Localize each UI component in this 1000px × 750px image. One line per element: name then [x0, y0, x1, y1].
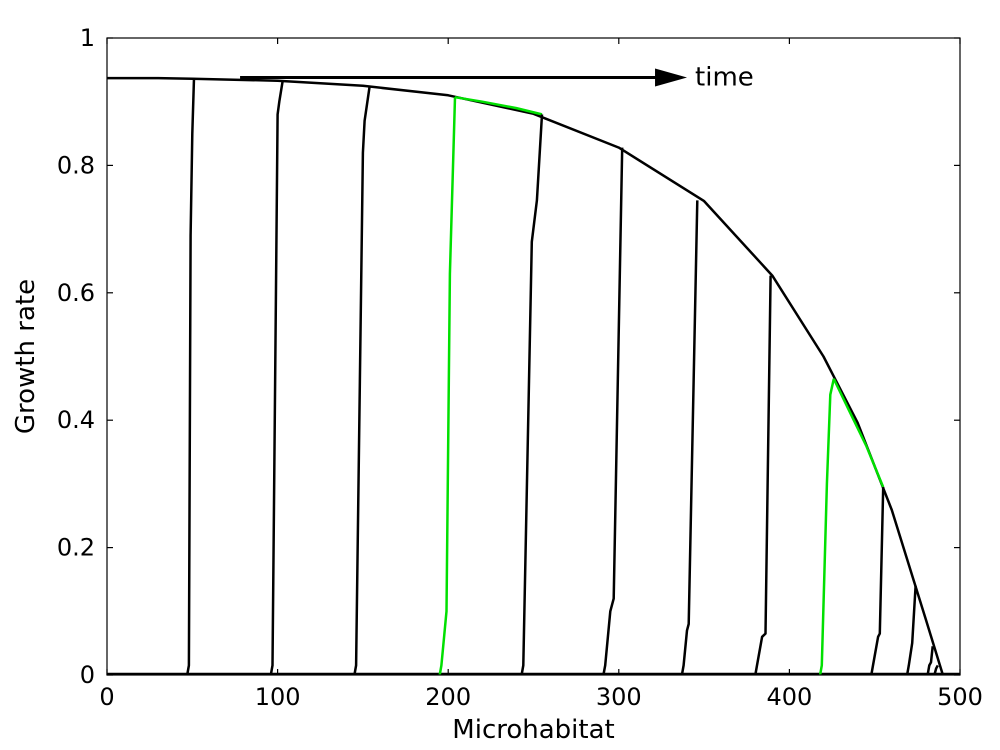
time-annotation: time: [240, 62, 754, 92]
series-line-6: [602, 147, 624, 676]
series-line-2: [269, 80, 284, 676]
time-arrow-head-icon: [655, 68, 688, 87]
series-line-13: [933, 664, 939, 676]
x-tick-label-300: 300: [596, 683, 642, 711]
series-line-8: [754, 275, 772, 676]
x-tick-label-400: 400: [766, 683, 812, 711]
y-tick-label-0.6: 0.6: [57, 279, 95, 307]
y-tick-label-0.8: 0.8: [57, 151, 95, 179]
series-line-4: [438, 97, 457, 676]
series-line-5: [520, 114, 544, 676]
y-tick-label-0.2: 0.2: [57, 534, 95, 562]
x-axis-label: Microhabitat: [452, 715, 614, 745]
tick-labels: 0 100 200 300 400 500 0 0.2 0.4 0.6 0.8 1: [57, 24, 983, 711]
y-axis-label: Growth rate: [11, 279, 41, 434]
envelope-highlight-1: [454, 95, 543, 116]
plot-lines: [107, 76, 960, 676]
x-tick-label-0: 0: [99, 683, 114, 711]
series-line-11: [905, 585, 917, 676]
x-tick-label-200: 200: [425, 683, 471, 711]
envelope-highlight-2: [832, 378, 885, 488]
series-line-7: [680, 200, 699, 676]
time-label: time: [695, 62, 754, 92]
series-line-9: [818, 378, 836, 676]
series-line-1: [185, 78, 196, 676]
x-tick-label-500: 500: [937, 683, 983, 711]
y-tick-label-1: 1: [80, 24, 95, 52]
series-line-10: [870, 487, 885, 676]
y-tick-label-0: 0: [80, 661, 95, 689]
plot-frame: [106, 37, 961, 676]
y-tick-label-0.4: 0.4: [57, 406, 95, 434]
series-line-12: [926, 646, 934, 676]
x-tick-label-100: 100: [255, 683, 301, 711]
tick-marks: [106, 37, 961, 676]
series-line-3: [353, 85, 371, 676]
